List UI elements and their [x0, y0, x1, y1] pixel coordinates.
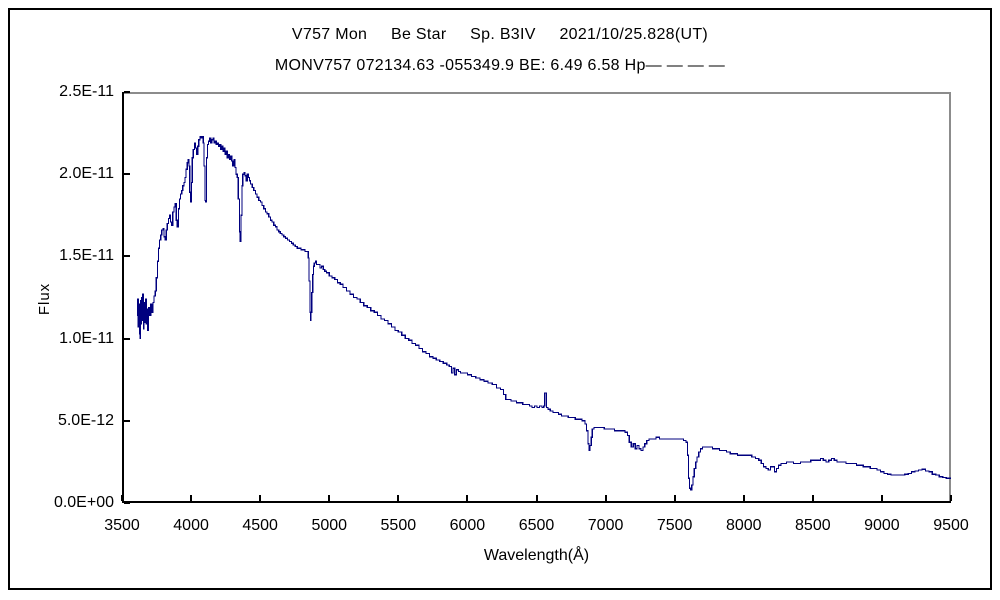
x-tick-label: 9000 [864, 517, 900, 534]
chart-title: V757 Mon Be Star Sp. B3IV 2021/10/25.828… [291, 26, 709, 43]
chart-subtitle: MONV757 072134.63 -055349.9 BE: 6.49 6.5… [274, 57, 726, 74]
x-tick-label: 7500 [656, 517, 693, 534]
y-axis-title: Flux [36, 282, 53, 316]
y-tick-label: 2.5E-11 [59, 83, 114, 100]
y-tick-label: 1.5E-11 [59, 247, 114, 265]
x-axis-title: Wavelength(Å) [483, 547, 590, 564]
plot-box-dark-edge [122, 92, 951, 503]
y-tick-label: 2.0E-11 [59, 165, 114, 183]
window-border [8, 8, 992, 590]
y-tick-label: 5.0E-12 [57, 411, 114, 429]
x-tick-label: 4500 [242, 517, 278, 534]
x-tick-label: 8000 [725, 517, 762, 534]
x-tick-label: 6500 [518, 517, 555, 534]
y-tick-label: 0.0E+00 [53, 494, 114, 511]
x-tick-label: 6000 [449, 517, 486, 534]
x-tick-label: 7000 [587, 517, 624, 534]
x-tick-label: 3500 [104, 517, 140, 534]
x-tick-label: 5500 [380, 517, 417, 534]
x-tick-label: 4000 [173, 517, 209, 534]
x-tick-label: 5000 [311, 517, 348, 534]
plot-box-light-edge [122, 92, 951, 503]
x-tick-label: 8500 [795, 517, 831, 534]
x-tick-label: 9500 [933, 517, 969, 534]
y-tick-label: 1.0E-11 [59, 329, 114, 347]
spectrum-curve [137, 135, 951, 491]
